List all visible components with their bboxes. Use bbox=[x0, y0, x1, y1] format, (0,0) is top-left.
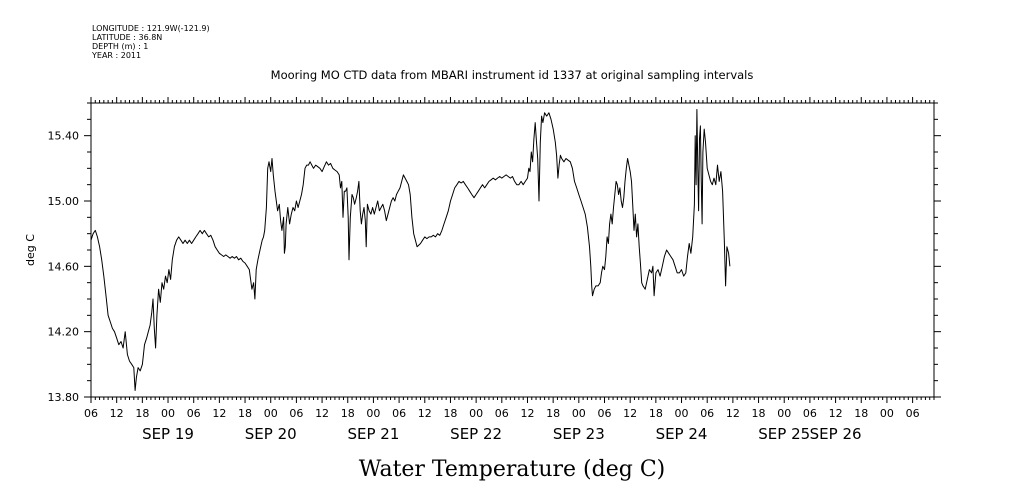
x-tick-label: 00 bbox=[366, 407, 380, 420]
day-label: SEP 19 bbox=[142, 425, 194, 443]
y-tick-label: 15.00 bbox=[48, 195, 80, 208]
day-label: SEP 25 bbox=[758, 425, 810, 443]
longitude-text: LONGITUDE : 121.9W(-121.9) bbox=[92, 24, 210, 33]
day-label: SEP 26 bbox=[810, 425, 862, 443]
day-labels: SEP 19 SEP 20 SEP 21 SEP 22 SEP 23 SEP 24 SEP … bbox=[142, 425, 861, 443]
x-tick-label: 12 bbox=[212, 407, 226, 420]
x-tick-label: 00 bbox=[777, 407, 791, 420]
x-tick-label: 18 bbox=[546, 407, 560, 420]
year-text: YEAR : 2011 bbox=[91, 51, 141, 60]
y-tick-label: 14.20 bbox=[48, 326, 80, 339]
depth-text: DEPTH (m) : 1 bbox=[92, 42, 148, 51]
day-label: SEP 23 bbox=[553, 425, 605, 443]
x-tick-label: 18 bbox=[341, 407, 355, 420]
axis-ticks bbox=[84, 97, 941, 403]
chart-caption: Water Temperature (deg C) bbox=[359, 457, 666, 482]
day-label: SEP 22 bbox=[450, 425, 502, 443]
x-tick-label: 06 bbox=[84, 407, 98, 420]
x-tick-label: 18 bbox=[649, 407, 663, 420]
x-tick-label: 18 bbox=[752, 407, 766, 420]
x-tick-label: 12 bbox=[726, 407, 740, 420]
x-tick-label: 12 bbox=[520, 407, 534, 420]
x-tick-label: 06 bbox=[598, 407, 612, 420]
latitude-text: LATITUDE : 36.8N bbox=[92, 33, 162, 42]
x-tick-label: 00 bbox=[572, 407, 586, 420]
x-tick-label: 12 bbox=[829, 407, 843, 420]
y-tick-label: 14.60 bbox=[48, 260, 80, 273]
x-tick-label: 18 bbox=[443, 407, 457, 420]
x-tick-label: 06 bbox=[803, 407, 817, 420]
x-tick-label: 00 bbox=[469, 407, 483, 420]
x-tick-label: 12 bbox=[418, 407, 432, 420]
y-axis-label: deg C bbox=[24, 234, 37, 266]
x-tick-label: 06 bbox=[495, 407, 509, 420]
x-tick-label: 06 bbox=[289, 407, 303, 420]
day-label: SEP 21 bbox=[347, 425, 399, 443]
x-tick-label: 12 bbox=[623, 407, 637, 420]
x-tick-label: 00 bbox=[675, 407, 689, 420]
temperature-series-line bbox=[90, 109, 731, 391]
x-tick-label: 00 bbox=[161, 407, 175, 420]
x-tick-label: 06 bbox=[906, 407, 920, 420]
x-tick-label: 18 bbox=[238, 407, 252, 420]
x-tick-label: 00 bbox=[880, 407, 894, 420]
y-tick-label: 13.80 bbox=[48, 391, 80, 404]
x-tick-label: 06 bbox=[700, 407, 714, 420]
day-label: SEP 20 bbox=[245, 425, 297, 443]
x-tick-label: 12 bbox=[110, 407, 124, 420]
y-tick-label: 15.40 bbox=[48, 130, 80, 143]
x-tick-label: 12 bbox=[315, 407, 329, 420]
y-tick-labels: 13.80 14.20 14.60 15.00 15.40 bbox=[48, 130, 80, 404]
x-tick-label: 06 bbox=[392, 407, 406, 420]
x-tick-label: 00 bbox=[264, 407, 278, 420]
x-tick-label: 06 bbox=[187, 407, 201, 420]
chart-title: Mooring MO CTD data from MBARI instrumen… bbox=[271, 68, 754, 82]
day-label: SEP 24 bbox=[656, 425, 708, 443]
x-tick-label: 18 bbox=[854, 407, 868, 420]
x-tick-labels: 06 12 18 00 06 12 18 00 06 12 18 00 06 12 18 00 06 12 18 00… bbox=[84, 407, 920, 420]
x-tick-label: 18 bbox=[135, 407, 149, 420]
